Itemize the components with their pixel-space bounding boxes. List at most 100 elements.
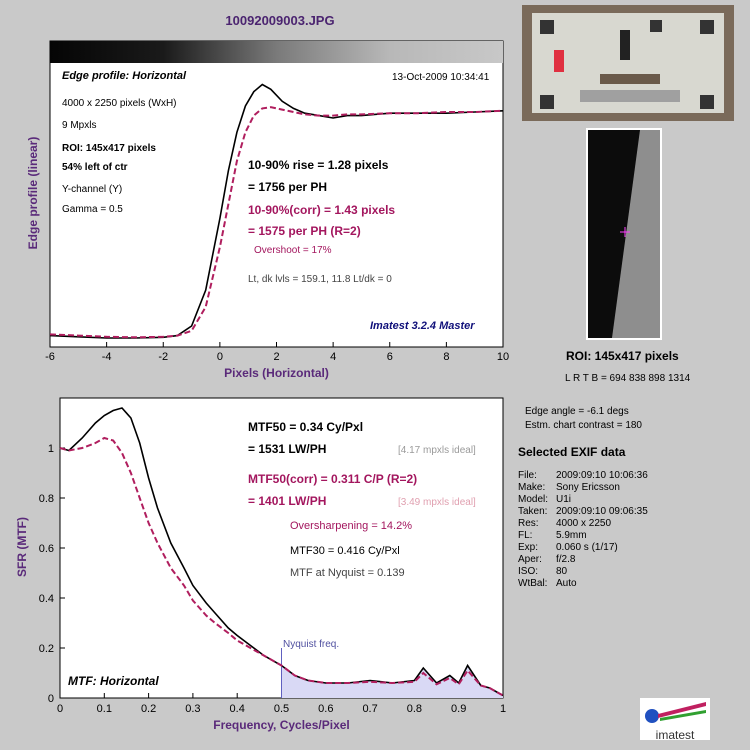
mtf-lines xyxy=(59,407,504,698)
chart-block-b xyxy=(650,20,662,32)
chart-block-e xyxy=(540,95,554,109)
mtf50-corr-lwph: = 1401 LW/PH xyxy=(248,494,327,508)
exif-key: Make: xyxy=(518,482,546,493)
edge-x-tick-label: 6 xyxy=(387,351,393,363)
logo-text: imatest xyxy=(655,728,695,742)
mtf-oversharp: Oversharpening = 14.2% xyxy=(290,520,412,532)
mtf-y-tick-label: 0.2 xyxy=(39,643,54,655)
mtf-y-tick-label: 0 xyxy=(48,693,54,705)
edge-lines xyxy=(49,83,504,339)
edge-dims: 4000 x 2250 pixels (WxH) xyxy=(62,98,177,109)
mtf-x-tick-label: 0.5 xyxy=(274,703,289,715)
exif-key: Taken: xyxy=(518,506,548,517)
exif-title: Selected EXIF data xyxy=(518,445,626,459)
mtf-nyquist: MTF at Nyquist = 0.139 xyxy=(290,567,405,579)
edge-series-corrected xyxy=(49,106,504,339)
edge-gamma: Gamma = 0.5 xyxy=(62,204,123,215)
edge-version: Imatest 3.2.4 Master xyxy=(370,320,475,332)
exif-row: Model: U1i xyxy=(518,494,648,506)
exif-key: Res: xyxy=(518,518,539,529)
exif-row: Aper: f/2.8 xyxy=(518,554,648,566)
chart-block-c xyxy=(540,20,554,34)
mtf-ideal-1: [4.17 mpxls ideal] xyxy=(398,445,476,456)
edge-xlabel: Pixels (Horizontal) xyxy=(224,366,329,380)
logo-swoosh-2 xyxy=(660,710,706,721)
exif-key: FL: xyxy=(518,530,533,541)
mtf-xlabel: Frequency, Cycles/Pixel xyxy=(213,718,350,732)
edge-roi: ROI: 145x417 pixels xyxy=(62,143,156,154)
exif-row: File: 2009:09:10 10:06:36 xyxy=(518,470,648,482)
roi-light xyxy=(612,130,660,338)
exif-key: File: xyxy=(518,470,537,481)
exif-value: 80 xyxy=(556,566,568,577)
exif-list: File: 2009:09:10 10:06:36 Make: Sony Ericss… xyxy=(518,470,648,590)
chart-contrast: Estm. chart contrast = 180 xyxy=(525,420,642,431)
mtf-ticks: 0 0.1 0.2 0.3 0.4 0.5 0.6 0.7 0.8 0.9 1 0 0.2 0.4 0.6 0… xyxy=(39,443,506,715)
nyquist-label: Nyquist freq. xyxy=(283,639,340,650)
mtf-y-tick-label: 1 xyxy=(48,443,54,455)
mtf-x-tick-label: 0.7 xyxy=(362,703,377,715)
exif-row: FL: 5.9mm xyxy=(518,530,648,542)
edge-rise: 10-90% rise = 1.28 pixels xyxy=(248,158,389,172)
mtf-x-tick-label: 0.8 xyxy=(407,703,422,715)
exif-row: Taken: 2009:09:10 09:06:35 xyxy=(518,506,648,518)
exif-row: ISO: 80 xyxy=(518,566,648,578)
mtf-x-tick-label: 1 xyxy=(500,703,506,715)
mtf-x-tick-label: 0.9 xyxy=(451,703,466,715)
mtf-series-measured xyxy=(59,407,504,697)
exif-value: U1i xyxy=(556,494,572,505)
exif-key: Exp: xyxy=(518,542,539,553)
exif-value: 2009:09:10 09:06:35 xyxy=(556,506,648,517)
mtf30: MTF30 = 0.416 Cy/Pxl xyxy=(290,545,400,557)
edge-x-tick-label: 10 xyxy=(497,351,509,363)
exif-value: f/2.8 xyxy=(556,554,576,565)
exif-value: Sony Ericsson xyxy=(556,482,620,493)
logo-swoosh-1 xyxy=(658,702,706,718)
edge-x-tick-label: 4 xyxy=(330,351,336,363)
exif-key: WtBal: xyxy=(518,578,548,589)
chart-block-a xyxy=(620,30,630,60)
edge-overshoot: Overshoot = 17% xyxy=(254,245,332,256)
exif-key: ISO: xyxy=(518,566,539,577)
mtf-x-tick-label: 0.6 xyxy=(318,703,333,715)
mtf-ideal-2: [3.49 mpxls ideal] xyxy=(398,497,476,508)
exif-key: Model: xyxy=(518,494,549,505)
mtf-ylabel: SFR (MTF) xyxy=(15,517,29,577)
exif-row: WtBal: Auto xyxy=(518,578,648,590)
edge-x-ticks: -6 -4 -2 0 2 4 6 8 10 xyxy=(45,342,509,363)
mtf-x-tick-label: 0.4 xyxy=(230,703,245,715)
edge-levels: Lt, dk lvls = 159.1, 11.8 Lt/dk = 0 xyxy=(248,274,392,285)
edge-mpxls: 9 Mpxls xyxy=(62,120,97,131)
chart-gray-strip xyxy=(580,90,680,102)
exif-value: 5.9mm xyxy=(556,530,587,541)
edge-channel: Y-channel (Y) xyxy=(62,184,123,195)
edge-per-ph: = 1756 per PH xyxy=(248,180,328,194)
roi-lrtb: L R T B = 694 838 898 1314 xyxy=(565,373,691,384)
exif-value: 4000 x 2250 xyxy=(556,518,612,529)
edge-x-tick-label: -2 xyxy=(158,351,168,363)
edge-per-ph-corr: = 1575 per PH (R=2) xyxy=(248,224,361,238)
edge-x-tick-label: -6 xyxy=(45,351,55,363)
exif-row: Make: Sony Ericsson xyxy=(518,482,648,494)
mtf-x-tick-label: 0.1 xyxy=(97,703,112,715)
edge-x-tick-label: 8 xyxy=(443,351,449,363)
edge-heading: Edge profile: Horizontal xyxy=(62,70,187,82)
edge-left-of-ctr: 54% left of ctr xyxy=(62,162,128,173)
chart-block-d xyxy=(700,20,714,34)
chart-roi-highlight xyxy=(554,50,564,72)
exif-value: Auto xyxy=(556,578,577,589)
edge-date: 13-Oct-2009 10:34:41 xyxy=(392,72,490,83)
nyquist-fill xyxy=(281,665,503,698)
mtf-y-tick-label: 0.6 xyxy=(39,543,54,555)
exif-value: 2009:09:10 10:06:36 xyxy=(556,470,648,481)
mtf-x-tick-label: 0 xyxy=(57,703,63,715)
edge-ylabel: Edge profile (linear) xyxy=(26,136,40,250)
mtf50-corr: MTF50(corr) = 0.311 C/P (R=2) xyxy=(248,472,418,486)
mtf-x-tick-label: 0.3 xyxy=(185,703,200,715)
mtf-series-corrected xyxy=(59,436,504,697)
mtf-x-tick-label: 0.2 xyxy=(141,703,156,715)
mtf50: MTF50 = 0.34 Cy/Pxl xyxy=(248,420,364,434)
file-title: 10092009003.JPG xyxy=(225,13,335,28)
exif-row: Res: 4000 x 2250 xyxy=(518,518,648,530)
